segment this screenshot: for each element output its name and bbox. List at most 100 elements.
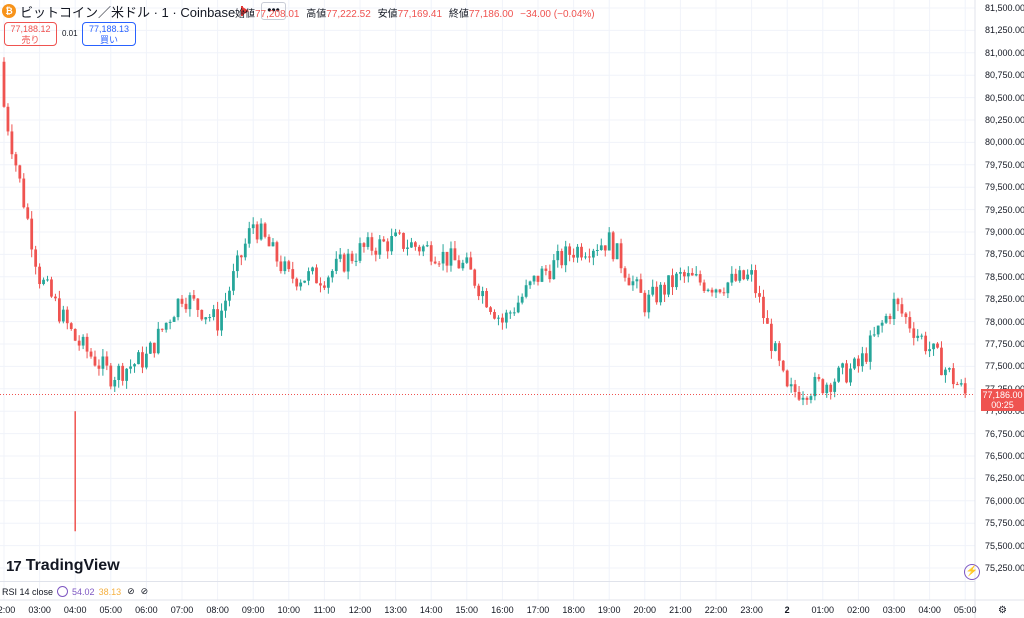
tradingview-mark-icon: 17 (6, 557, 22, 575)
candle-body (924, 335, 928, 352)
candle-body (837, 367, 841, 382)
candle-body (758, 293, 761, 297)
candle-body (588, 256, 591, 258)
candle-body (370, 237, 374, 251)
candle-body (524, 285, 528, 297)
candle-body (465, 257, 469, 263)
rsi-legend[interactable]: RSI 14 close 54.02 38.13 ⊘ ⊘ (2, 586, 148, 597)
candle-body (880, 322, 884, 326)
symbol-title[interactable]: ビットコイン／米ドル · 1 · Coinbase (20, 4, 236, 20)
candle-body (212, 309, 216, 318)
price-tick-label: 79,750.00 (985, 159, 1024, 170)
price-tick-label: 77,250.00 (985, 384, 1024, 394)
candle-body (204, 317, 208, 320)
candle-body (599, 245, 603, 251)
candle-body (742, 270, 746, 280)
time-tick-label: 15:00 (455, 605, 479, 615)
candle-body (849, 368, 852, 383)
candle-body (730, 273, 734, 283)
sell-button[interactable]: 77,188.12 売り (4, 22, 57, 46)
flag-icon[interactable] (241, 6, 253, 16)
price-tick-label: 80,000.00 (985, 137, 1024, 148)
time-tick-label: 01:00 (811, 605, 835, 615)
price-tick-label: 78,000.00 (985, 316, 1024, 327)
candle-body (334, 258, 338, 272)
candle-body (817, 376, 821, 380)
candle-body (773, 343, 777, 351)
candle-body (485, 290, 488, 308)
candle-body (651, 286, 655, 295)
candle-body (813, 376, 817, 397)
candle-body (410, 242, 413, 248)
candle-body (548, 270, 552, 280)
buy-price: 77,188.13 (88, 24, 130, 34)
candle-body (239, 255, 243, 258)
time-tick-label: 03:00 (882, 605, 906, 615)
candle-body (22, 178, 26, 208)
tradingview-logo[interactable]: 17 TradingView (6, 557, 120, 575)
candle-body (714, 289, 718, 293)
settings-icon[interactable]: ⚙ (998, 605, 1007, 616)
rsi-name: RSI 14 close (2, 586, 54, 597)
price-tick-label: 77,500.00 (985, 361, 1024, 372)
candle-body (311, 267, 314, 272)
candle-body (437, 263, 441, 265)
candle-body (445, 251, 449, 266)
candle-body (639, 279, 643, 293)
candle-body (30, 218, 34, 250)
candle-body (315, 267, 318, 284)
candle-body (671, 275, 674, 288)
candle-body (750, 270, 753, 275)
candle-body (307, 271, 310, 281)
candle-body (508, 312, 512, 314)
candle-body (18, 165, 22, 179)
candle-body (235, 255, 239, 272)
sell-label: 売り (21, 35, 40, 45)
price-tick-label: 81,000.00 (985, 47, 1024, 58)
candle-body (299, 282, 303, 287)
candle-body (366, 237, 370, 247)
time-tick-label: 2 (784, 605, 790, 615)
lightning-icon[interactable]: ⚡ (964, 564, 980, 580)
candle-body (473, 269, 477, 286)
candle-body (267, 236, 271, 247)
candle-body (643, 292, 647, 313)
symbol-header[interactable]: ₿ ビットコイン／米ドル · 1 · Coinbase ••• (0, 0, 286, 22)
candle-body (801, 397, 805, 400)
time-tick-label: 02:00 (0, 605, 16, 615)
candle-body (362, 243, 366, 247)
candle-body (394, 232, 397, 237)
candle-body (406, 247, 409, 249)
candle-body (682, 272, 686, 277)
candle-body (963, 383, 967, 394)
rsi-source-icon (57, 586, 69, 597)
price-tick-label: 76,500.00 (985, 451, 1024, 461)
candle-body (797, 391, 801, 400)
candle-body (857, 358, 860, 367)
candle-body (568, 246, 572, 255)
more-options-button[interactable]: ••• (261, 2, 286, 20)
candle-body (319, 283, 322, 286)
candle-body (766, 318, 769, 324)
candle-body (591, 250, 595, 258)
candle-body (864, 353, 868, 362)
candle-body (663, 284, 666, 295)
candle-body (323, 285, 326, 288)
hidden-icon-2[interactable]: ⊘ (140, 586, 149, 596)
hidden-icon[interactable]: ⊘ (127, 586, 135, 596)
candle-body (647, 294, 651, 313)
candle-body (73, 328, 77, 341)
candle-body (275, 242, 279, 262)
candle-body (358, 243, 362, 261)
buy-button[interactable]: 77,188.13 買い (82, 22, 136, 46)
candle-body (853, 358, 856, 369)
candle-body (398, 232, 401, 234)
candle-body (50, 279, 53, 297)
sell-price: 77,188.12 (10, 24, 51, 34)
candle-body (702, 282, 706, 291)
candle-body (38, 266, 41, 285)
candle-body (726, 282, 730, 294)
candle-body (896, 298, 900, 305)
candle-body (789, 384, 793, 387)
